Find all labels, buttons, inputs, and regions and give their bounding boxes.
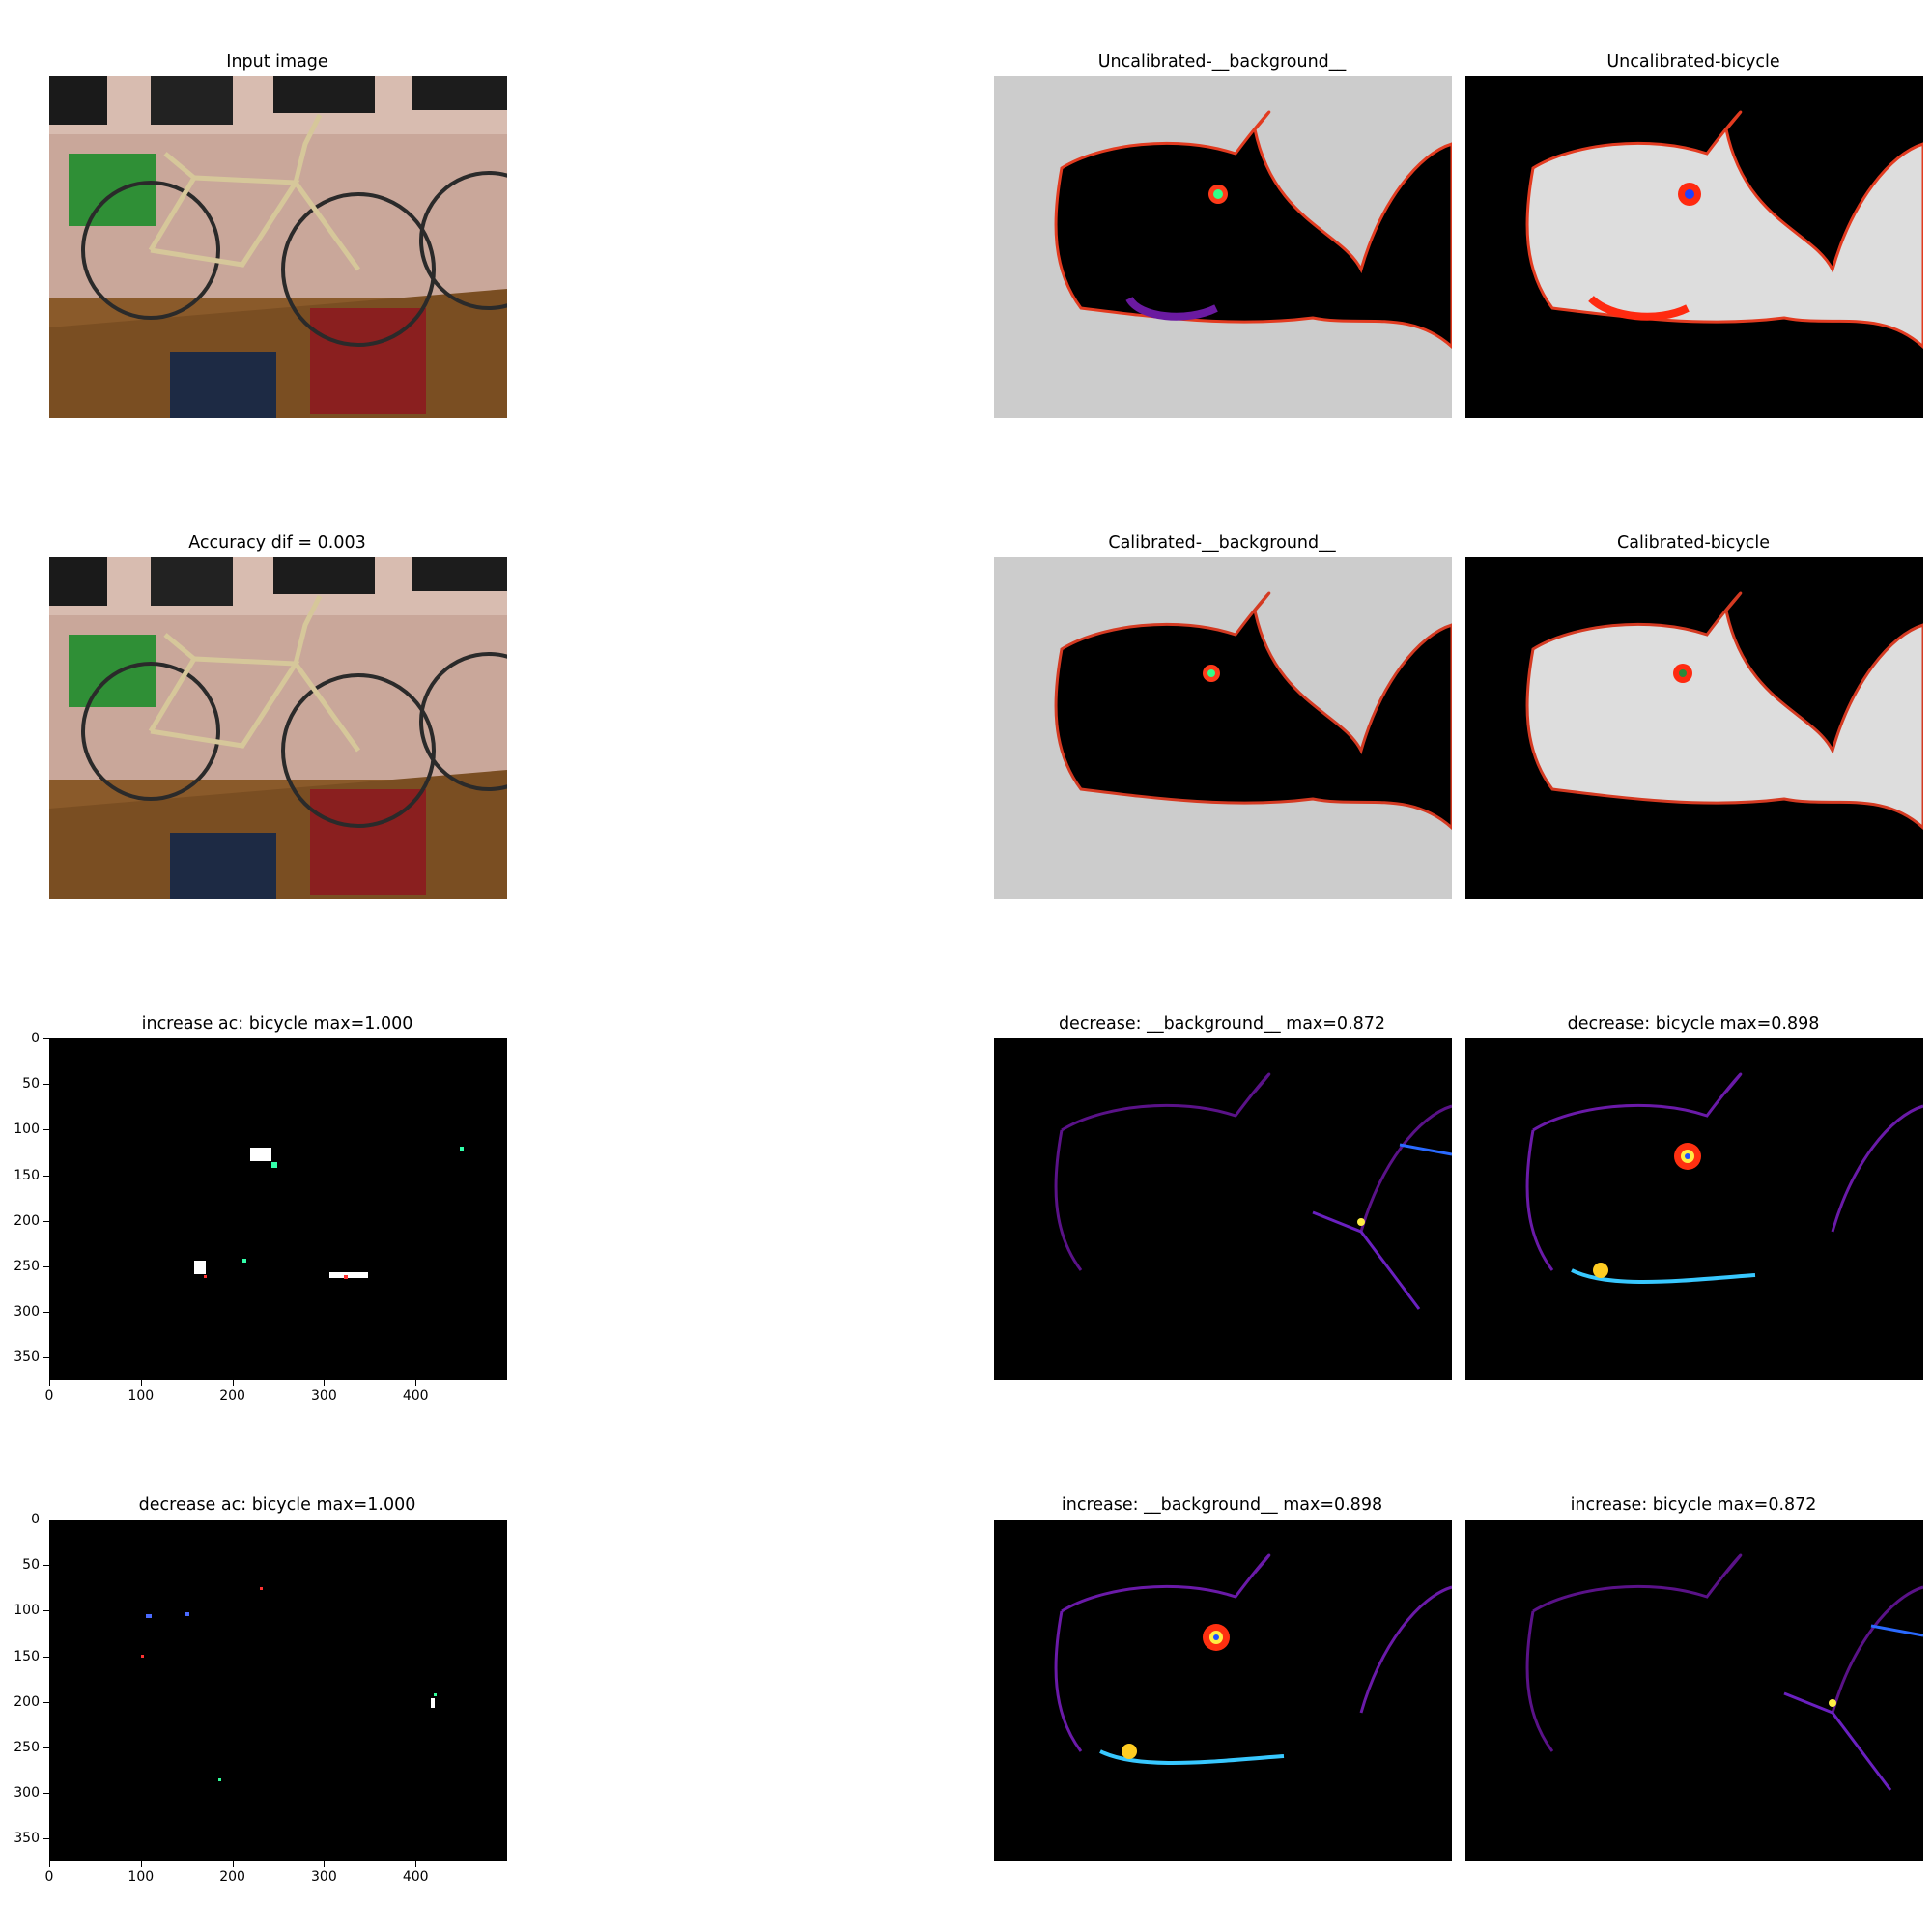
x-tick-label: 200	[219, 1388, 245, 1404]
panel-title-input-image: Input image	[226, 52, 328, 71]
y-tick-label: 50	[22, 1076, 40, 1093]
panel-cal-bg	[994, 557, 1452, 899]
panel-title-cal-bicycle: Calibrated-bicycle	[1617, 533, 1770, 553]
panel-increase-bicycle	[1465, 1520, 1923, 1861]
y-tick-mark	[43, 1038, 49, 1039]
x-tick-label: 300	[311, 1388, 337, 1404]
y-tick-mark	[43, 1701, 49, 1703]
y-tick-mark	[43, 1610, 49, 1612]
panel-accuracy-dif	[49, 557, 507, 899]
increase-bg-heatmap	[994, 1520, 1452, 1861]
panel-increase-bg	[994, 1520, 1452, 1861]
cal-bg-heatmap	[994, 557, 1452, 899]
y-tick-label: 0	[31, 1031, 40, 1046]
y-tick-label: 100	[14, 1122, 40, 1138]
increase-ac-heatmap	[49, 1038, 507, 1380]
y-tick-label: 0	[31, 1512, 40, 1527]
y-tick-mark	[43, 1656, 49, 1658]
y-tick-label: 250	[14, 1740, 40, 1755]
y-tick-mark	[43, 1129, 49, 1131]
y-tick-mark	[43, 1747, 49, 1748]
y-tick-mark	[43, 1312, 49, 1314]
x-tick-mark	[49, 1380, 50, 1386]
decrease-ac-heatmap	[49, 1520, 507, 1861]
decrease-bg-heatmap	[994, 1038, 1452, 1380]
x-tick-label: 200	[219, 1869, 245, 1885]
panel-uncal-bicycle	[1465, 76, 1923, 418]
panel-decrease-ac	[49, 1520, 507, 1861]
x-tick-mark	[232, 1380, 234, 1386]
increase-bicycle-heatmap	[1465, 1520, 1923, 1861]
y-tick-mark	[43, 1357, 49, 1359]
y-tick-mark	[43, 1793, 49, 1795]
y-tick-label: 250	[14, 1259, 40, 1274]
y-tick-mark	[43, 1175, 49, 1177]
y-tick-label: 350	[14, 1350, 40, 1366]
y-tick-label: 350	[14, 1831, 40, 1847]
y-tick-mark	[43, 1266, 49, 1267]
y-tick-label: 50	[22, 1557, 40, 1574]
panel-cal-bicycle	[1465, 557, 1923, 899]
panel-title-increase-ac: increase ac: bicycle max=1.000	[141, 1014, 413, 1034]
panel-decrease-bg	[994, 1038, 1452, 1380]
y-tick-mark	[43, 1838, 49, 1840]
panel-title-decrease-ac: decrease ac: bicycle max=1.000	[138, 1495, 416, 1515]
y-tick-mark	[43, 1565, 49, 1567]
y-tick-mark	[43, 1220, 49, 1222]
x-tick-label: 400	[402, 1388, 429, 1404]
x-tick-mark	[324, 1380, 326, 1386]
panel-title-decrease-bg: decrease: __background__ max=0.872	[1058, 1014, 1386, 1034]
x-tick-label: 0	[44, 1869, 54, 1885]
panel-decrease-bicycle	[1465, 1038, 1923, 1380]
input-image-photo	[49, 76, 507, 418]
panel-title-accuracy-dif: Accuracy dif = 0.003	[188, 533, 366, 553]
panel-title-uncal-bg: Uncalibrated-__background__	[1097, 52, 1347, 71]
decrease-bicycle-heatmap	[1465, 1038, 1923, 1380]
panel-title-decrease-bicycle: decrease: bicycle max=0.898	[1567, 1014, 1820, 1034]
x-tick-label: 300	[311, 1869, 337, 1885]
panel-title-cal-bg: Calibrated-__background__	[1108, 533, 1336, 553]
y-tick-label: 150	[14, 1167, 40, 1183]
x-tick-mark	[415, 1861, 417, 1867]
panel-title-increase-bg: increase: __background__ max=0.898	[1061, 1495, 1383, 1515]
x-tick-mark	[415, 1380, 417, 1386]
x-tick-label: 400	[402, 1869, 429, 1885]
x-tick-mark	[232, 1861, 234, 1867]
panel-title-increase-bicycle: increase: bicycle max=0.872	[1570, 1495, 1817, 1515]
y-tick-label: 300	[14, 1785, 40, 1802]
x-tick-label: 100	[128, 1388, 155, 1404]
y-tick-label: 200	[14, 1693, 40, 1710]
y-tick-label: 300	[14, 1304, 40, 1321]
y-tick-label: 150	[14, 1648, 40, 1664]
panel-title-uncal-bicycle: Uncalibrated-bicycle	[1606, 52, 1780, 71]
x-tick-mark	[324, 1861, 326, 1867]
x-tick-mark	[140, 1861, 142, 1867]
x-tick-label: 0	[44, 1388, 54, 1404]
x-tick-mark	[49, 1861, 50, 1867]
x-tick-mark	[140, 1380, 142, 1386]
panel-input-image	[49, 76, 507, 418]
accuracy-dif-photo	[49, 557, 507, 899]
y-tick-label: 100	[14, 1603, 40, 1619]
y-tick-label: 200	[14, 1212, 40, 1229]
x-tick-label: 100	[128, 1869, 155, 1885]
uncal-bg-heatmap	[994, 76, 1452, 418]
panel-increase-ac	[49, 1038, 507, 1380]
uncal-bicycle-heatmap	[1465, 76, 1923, 418]
y-tick-mark	[43, 1084, 49, 1086]
panel-uncal-bg	[994, 76, 1452, 418]
cal-bicycle-heatmap	[1465, 557, 1923, 899]
